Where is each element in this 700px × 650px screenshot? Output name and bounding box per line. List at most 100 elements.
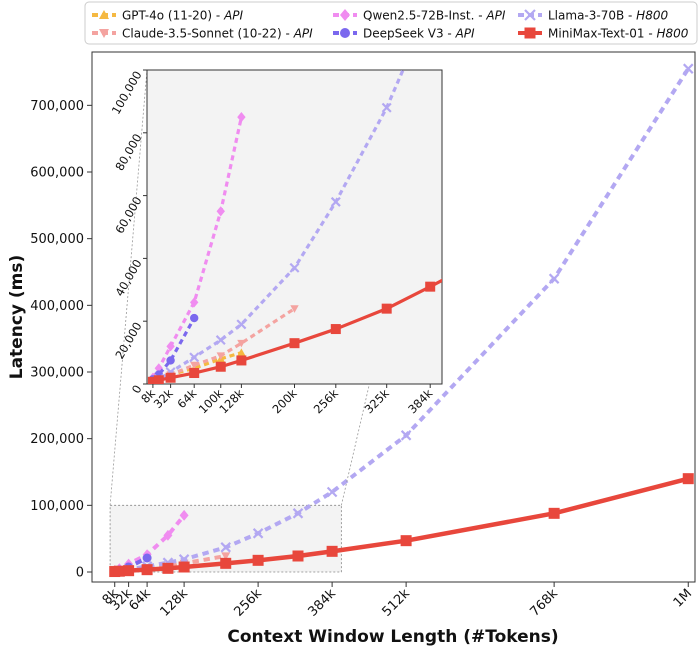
point-minimax-text-01-h800 [292, 550, 304, 562]
legend-tag: H800 [636, 9, 668, 23]
point-llama-3-70b-h800 [330, 196, 341, 207]
legend-entry-qwen2-5-72b-inst: Qwen2.5-72B-Inst. - API [333, 9, 506, 23]
zoom-connector-left [109, 69, 148, 506]
point-minimax-text-01-h800 [153, 375, 164, 384]
point-minimax-text-01-h800 [289, 338, 300, 349]
point-llama-3-70b-h800 [400, 430, 412, 441]
legend-label: DeepSeek V3 - API [363, 27, 475, 41]
point-minimax-text-01-h800 [425, 281, 436, 292]
point-minimax-text-01-h800 [165, 372, 176, 383]
y-axis-label: Latency (ms) [7, 255, 27, 380]
x-tick-label: 128k [157, 586, 191, 620]
point-qwen2-5-72b-inst-api [237, 112, 246, 123]
legend-frame [84, 1, 698, 45]
legend-marker [99, 29, 109, 38]
point-claude-3-5-sonnet-10-22-api [190, 361, 199, 370]
point-llama-3-70b-h800 [326, 486, 338, 498]
legend-marker [524, 27, 536, 39]
legend-marker [340, 28, 350, 38]
legend-name: GPT-4o (11-20) - [122, 9, 224, 23]
point-minimax-text-01-h800 [330, 324, 341, 335]
legend-label: MiniMax-Text-01 - H800 [548, 27, 689, 41]
point-minimax-text-01-h800 [113, 565, 125, 577]
legend: GPT-4o (11-20) - API Qwen2.5-72B-Inst. - … [84, 1, 698, 45]
point-minimax-text-01-h800 [548, 507, 560, 519]
y-tick-label: 500,000 [30, 232, 84, 247]
point-llama-3-70b-h800 [682, 63, 694, 74]
legend-label: Llama-3-70B - H800 [548, 9, 668, 23]
point-llama-3-70b-h800 [381, 102, 392, 113]
legend-entry-deepseek-v3: DeepSeek V3 - API [333, 27, 475, 41]
point-deepseek-v3-api [166, 356, 175, 365]
point-qwen2-5-72b-inst-api [163, 529, 173, 541]
point-llama-3-70b-h800 [252, 528, 264, 539]
legend-marker [524, 9, 536, 21]
x-tick-label: 768k [527, 586, 561, 620]
legend-label: Claude-3.5-Sonnet (10-22) - API [122, 27, 313, 41]
legend-name: DeepSeek V3 - [363, 27, 456, 41]
point-qwen2-5-72b-inst-api [154, 363, 163, 374]
legend-tag: API [223, 9, 243, 23]
point-minimax-text-01-h800 [178, 561, 190, 573]
y-tick-label: 0 [76, 566, 84, 581]
point-llama-3-70b-h800 [292, 508, 304, 519]
point-llama-3-70b-h800 [220, 542, 232, 553]
legend-name: MiniMax-Text-01 - [548, 27, 657, 41]
legend-name: Claude-3.5-Sonnet (10-22) - [122, 27, 294, 41]
legend-entry-claude-3-5-sonnet-10-22: Claude-3.5-Sonnet (10-22) - API [92, 27, 313, 41]
legend-tag: API [455, 27, 475, 41]
y-tick-label: 600,000 [30, 166, 84, 181]
point-minimax-text-01-h800 [236, 355, 247, 366]
point-claude-3-5-sonnet-10-22-api [216, 352, 225, 360]
legend-entry-llama-3-70b: Llama-3-70B - H800 [518, 9, 668, 23]
series-minimax-text-01-h800 [109, 473, 694, 578]
legend-tag: H800 [657, 27, 689, 41]
x-tick-label: 256k [231, 586, 265, 620]
point-deepseek-v3-api [142, 553, 152, 563]
legend-label: GPT-4o (11-20) - API [122, 9, 244, 23]
legend-label: Qwen2.5-72B-Inst. - API [363, 9, 506, 23]
point-claude-3-5-sonnet-10-22-api [221, 552, 231, 561]
legend-entry-gpt-4o-11-20: GPT-4o (11-20) - API [92, 9, 244, 23]
point-qwen2-5-72b-inst-api [179, 509, 189, 521]
x-tick-label: 512k [379, 586, 413, 620]
point-minimax-text-01-h800 [123, 565, 135, 577]
point-minimax-text-01-h800 [682, 473, 694, 485]
legend-tag: API [485, 9, 505, 23]
legend-marker [340, 9, 350, 21]
point-minimax-text-01-h800 [162, 562, 174, 574]
point-qwen2-5-72b-inst-api [216, 206, 225, 217]
series-minimax-text-01-h800 [147, 278, 442, 384]
point-claude-3-5-sonnet-10-22-api [290, 305, 299, 313]
point-llama-3-70b-h800 [289, 262, 300, 273]
point-minimax-text-01-h800 [400, 535, 412, 547]
point-deepseek-v3-api [190, 313, 199, 323]
point-llama-3-70b-h800 [236, 319, 247, 330]
y-tick-label: 100,000 [30, 499, 84, 514]
point-claude-3-5-sonnet-10-22-api [237, 339, 246, 348]
legend-tag: API [293, 27, 313, 41]
point-minimax-text-01-h800 [252, 554, 264, 566]
y-tick-label: 300,000 [30, 366, 84, 381]
point-minimax-text-01-h800 [215, 361, 226, 372]
legend-marker [99, 10, 109, 19]
y-tick-label: 200,000 [30, 432, 84, 447]
x-axis-label: Context Window Length (#Tokens) [227, 627, 558, 647]
inset-frame [146, 69, 443, 385]
point-qwen2-5-72b-inst-api [190, 297, 199, 308]
x-tick-label: 384k [305, 586, 339, 620]
point-minimax-text-01-h800 [381, 303, 392, 314]
legend-entry-minimax-text-01: MiniMax-Text-01 - H800 [518, 27, 689, 41]
point-qwen2-5-72b-inst-api [166, 341, 175, 352]
point-minimax-text-01-h800 [147, 376, 158, 384]
legend-name: Qwen2.5-72B-Inst. - [363, 9, 486, 23]
point-llama-3-70b-h800 [189, 352, 200, 363]
y-tick-label: 700,000 [30, 99, 84, 114]
x-tick-label: 64k [126, 586, 154, 614]
point-llama-3-70b-h800 [215, 335, 226, 346]
point-gpt-4o-11-20-api [237, 348, 246, 356]
y-tick-label: 400,000 [30, 299, 84, 314]
point-minimax-text-01-h800 [189, 368, 200, 379]
point-minimax-text-01-h800 [220, 557, 232, 569]
